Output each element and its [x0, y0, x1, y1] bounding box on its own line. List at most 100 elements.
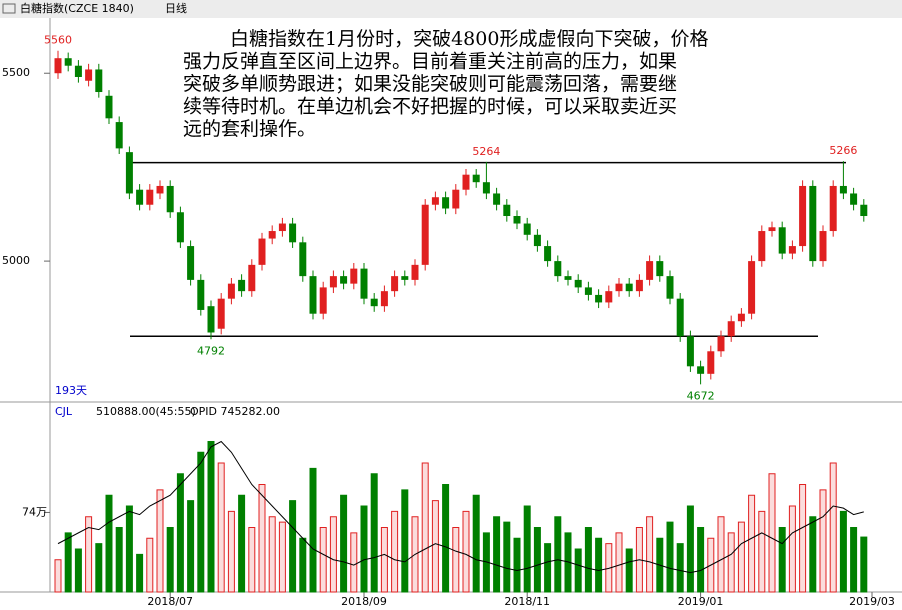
candle-body	[727, 321, 735, 337]
candle-body	[64, 58, 72, 66]
candle-body	[452, 189, 460, 209]
candle-body	[319, 287, 327, 314]
candle-body	[54, 58, 62, 74]
volume-bar	[829, 462, 837, 593]
candle-body	[391, 276, 399, 292]
candle-body	[299, 242, 307, 277]
volume-bar	[584, 527, 592, 593]
volume-bar	[421, 462, 429, 593]
volume-bar	[513, 537, 521, 593]
opid-line	[57, 440, 864, 574]
volume-bar	[187, 500, 195, 593]
volume-bar	[238, 494, 246, 593]
candle-body	[360, 268, 368, 299]
volume-last: 510888.00(45:55)	[96, 405, 196, 418]
volume-bar	[748, 494, 756, 593]
volume-bar	[329, 516, 337, 593]
candle-body	[289, 223, 297, 243]
candle-body	[748, 261, 756, 314]
volume-bar	[574, 548, 582, 593]
candle-body	[564, 276, 572, 280]
candle-body	[166, 185, 174, 213]
volume-bar	[289, 500, 297, 593]
volume-bar	[340, 494, 348, 593]
candle-body	[697, 366, 705, 374]
candle-body	[788, 246, 796, 254]
volume-bar	[839, 510, 847, 593]
volume-bar	[523, 505, 531, 593]
volume-bar	[503, 521, 511, 593]
candle-body	[707, 351, 715, 374]
candle-body	[105, 95, 113, 119]
volume-bar	[758, 510, 766, 593]
volume-bar	[686, 505, 694, 593]
candle-body	[401, 276, 409, 280]
candle-body	[758, 231, 766, 262]
candle-body	[686, 336, 694, 367]
candle-body	[176, 212, 184, 243]
volume-bar	[309, 467, 317, 593]
candle-body	[615, 283, 623, 292]
candle-body	[635, 279, 643, 292]
volume-bar	[248, 527, 256, 593]
volume-bar	[462, 510, 470, 593]
volume-bar	[227, 510, 235, 593]
volume-bar	[391, 510, 399, 593]
volume-bar	[860, 536, 868, 593]
candle-body	[156, 185, 164, 194]
y-tick-label: 5000	[2, 254, 30, 267]
price-annotation: 5560	[44, 34, 72, 47]
candle-body	[472, 174, 480, 183]
candle-body	[227, 283, 235, 299]
candle-body	[207, 306, 215, 333]
volume-bar	[697, 527, 705, 593]
candle-body	[666, 276, 674, 299]
candle-body	[442, 197, 450, 209]
candle-body	[493, 193, 501, 205]
price-annotation: 4672	[687, 389, 715, 402]
volume-bar	[646, 516, 654, 593]
volume-bar	[768, 473, 776, 593]
volume-bar	[625, 548, 633, 593]
candle-body	[411, 264, 419, 280]
candle-body	[584, 287, 592, 295]
candle-body	[146, 189, 154, 205]
icon	[2, 3, 16, 14]
candle-body	[809, 185, 817, 262]
y-tick-label: 74万	[22, 505, 47, 518]
volume-bar	[554, 516, 562, 593]
x-tick-label: 2018/07	[147, 595, 193, 608]
note-line: 远的套利操作。	[183, 118, 316, 140]
volume-bar	[401, 489, 409, 593]
candle-body	[462, 174, 470, 190]
top-bar	[0, 0, 902, 18]
candle-body	[431, 197, 439, 205]
candle-body	[421, 204, 429, 265]
candle-body	[544, 246, 552, 262]
volume-bar	[197, 451, 205, 593]
volume-bar	[156, 489, 164, 593]
candle-body	[248, 264, 256, 292]
period[interactable]: 日线	[165, 1, 187, 15]
candle-body	[136, 189, 144, 205]
days-label: 193天	[55, 384, 87, 397]
volume-bar	[778, 527, 786, 593]
volume-bar	[146, 537, 154, 593]
candle-body	[595, 294, 603, 303]
price-annotation: 5264	[472, 145, 500, 158]
candle-body	[329, 276, 337, 288]
volume-bar	[176, 473, 184, 593]
candle-body	[95, 69, 103, 93]
candle-body	[503, 204, 511, 217]
candle-body	[646, 261, 654, 280]
candle-body	[819, 231, 827, 262]
candle-body	[860, 204, 868, 217]
candle-body	[309, 276, 317, 314]
volume-bar	[217, 462, 225, 593]
volume-bar	[360, 505, 368, 593]
volume-bar	[819, 489, 827, 593]
x-tick-label: 2019/03	[849, 595, 895, 608]
volume-bar	[788, 505, 796, 593]
candle-body	[829, 185, 837, 232]
volume-name[interactable]: CJL	[55, 405, 73, 418]
